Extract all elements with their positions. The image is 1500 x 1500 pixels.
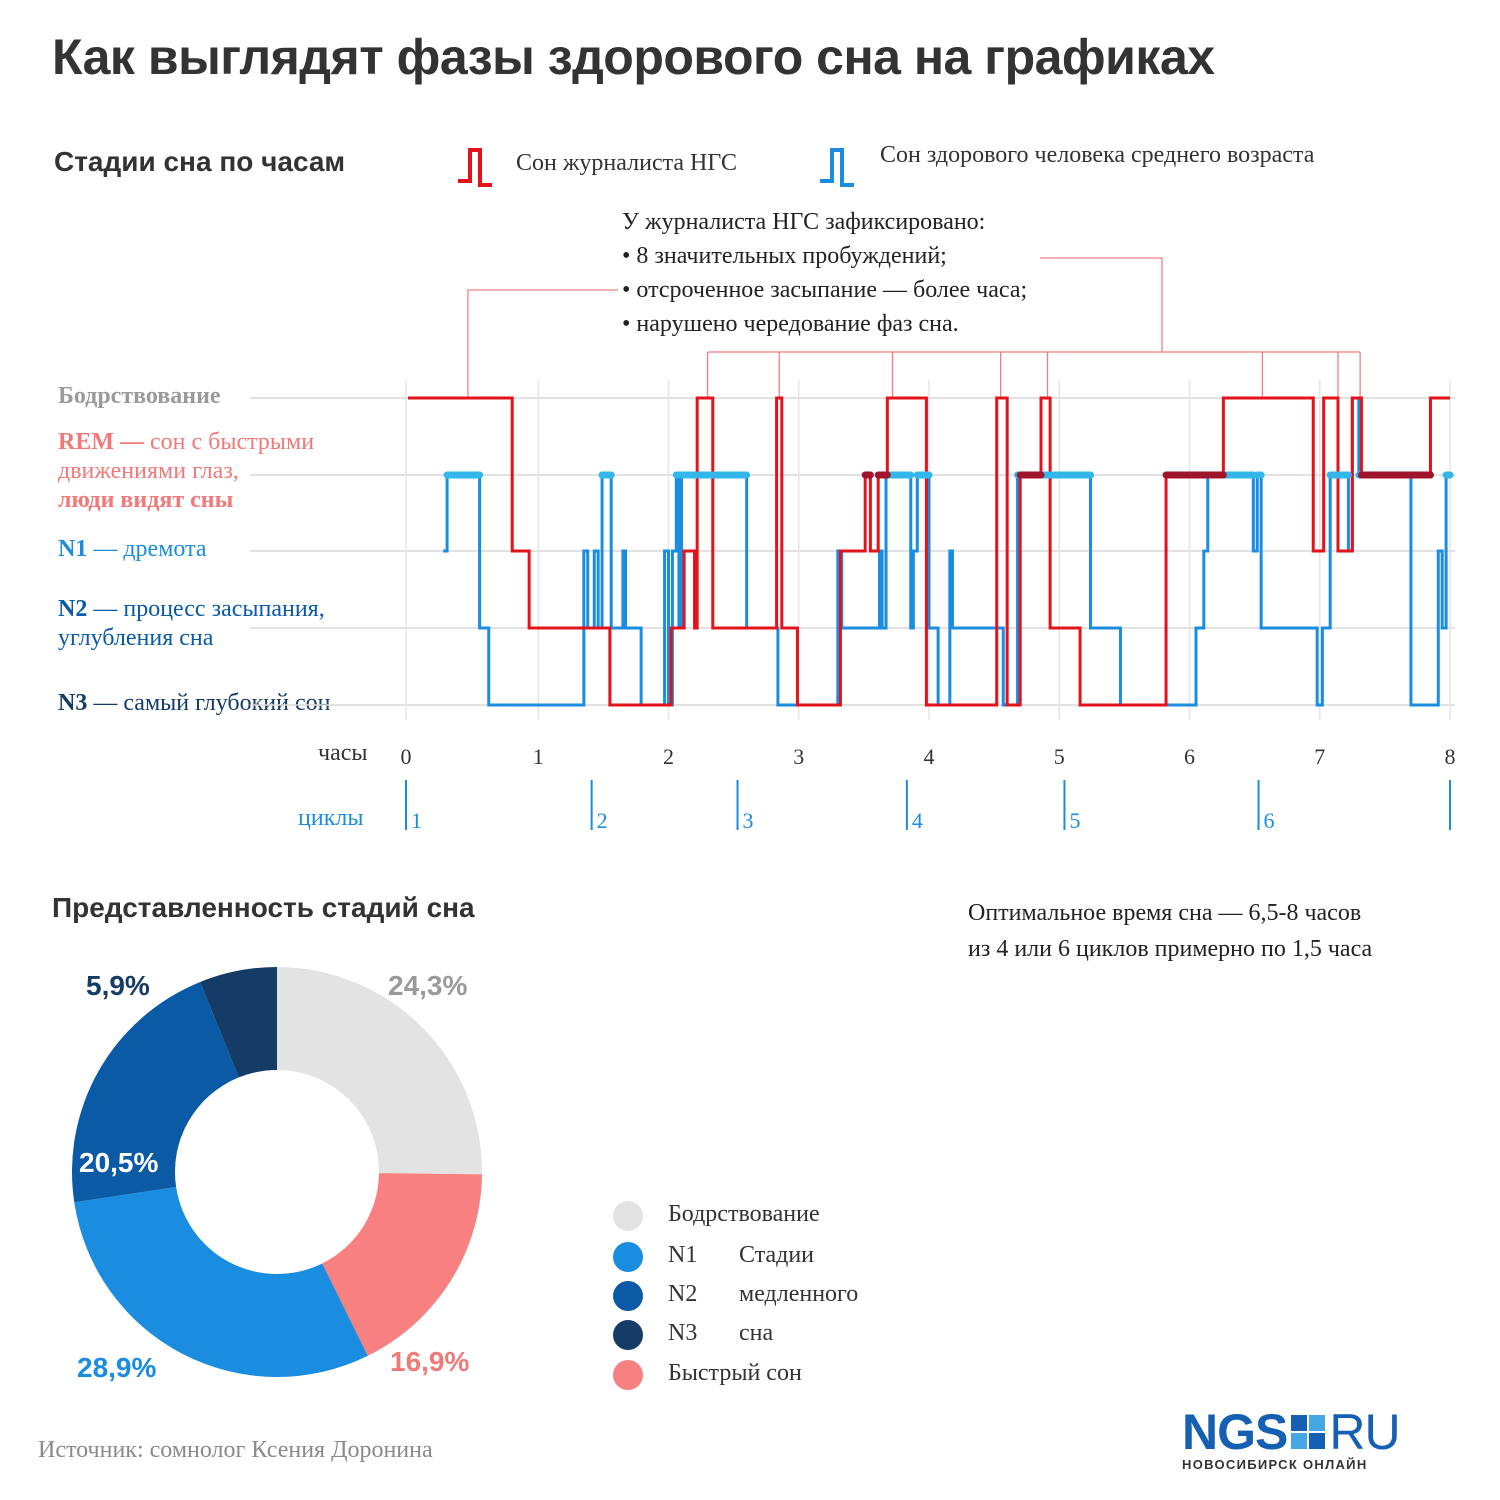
logo-square-icon	[1291, 1415, 1326, 1449]
cycle-label: 6	[1264, 808, 1275, 833]
logo-text-left: NGS	[1182, 1404, 1288, 1460]
journalist-legend-icon	[458, 148, 492, 187]
legend-swatch-n1	[613, 1242, 643, 1272]
note-line: • 8 значительных пробуждений;	[622, 243, 947, 269]
legend-item-rem: Быстрый сон	[668, 1360, 802, 1386]
note-line: • нарушено чередование фаз сна.	[622, 311, 959, 337]
logo-text-right: RU	[1329, 1404, 1400, 1460]
legend-slow-label-3: сна	[739, 1320, 774, 1346]
legend-slow-label-1: Стадии	[739, 1242, 815, 1268]
optimal-line: Оптимальное время сна — 6,5-8 часов	[968, 900, 1362, 926]
legend-item-wake: Бодрствование	[668, 1201, 820, 1227]
donut-heading: Представленность стадий сна	[52, 892, 475, 923]
legend-item-n1: N1	[668, 1242, 698, 1268]
donut-slice	[200, 967, 277, 1078]
stage-label-rem: REM — сон с быстрыми движениями глаз, лю…	[58, 429, 315, 513]
hypnogram-chart: 0 1 2 3 4 5 6 7 8 1 2 3 4 5 6	[250, 257, 1456, 833]
stage-label-n3: N3 — самый глубокий сон	[58, 690, 331, 716]
legend-swatch-wake	[613, 1201, 643, 1231]
pct-label-rem: 16,9%	[390, 1346, 470, 1377]
legend-healthy: Сон здорового человека среднего возраста	[880, 142, 1315, 168]
pct-label-n3: 5,9%	[86, 970, 150, 1001]
hour-tick-label: 2	[663, 744, 674, 769]
legend-journalist: Сон журналиста НГС	[516, 150, 737, 176]
page-title: Как выглядят фазы здорового сна на графи…	[52, 29, 1215, 85]
legend-item-n3: N3	[668, 1320, 698, 1346]
note-line: У журналиста НГС зафиксировано:	[622, 209, 986, 235]
hour-tick-label: 5	[1054, 744, 1065, 769]
source-text: Источник: сомнолог Ксения Доронина	[38, 1437, 433, 1463]
stage-label-n2: N2 — процесс засыпания, углубления сна	[58, 596, 325, 651]
legend-swatch-n3	[613, 1320, 643, 1350]
stage-label-n1: N1 — дремота	[58, 536, 207, 562]
ngs-logo: NGS RU НОВОСИБИРСК ОНЛАЙН	[1182, 1404, 1401, 1472]
pct-label-n1: 28,9%	[77, 1352, 157, 1383]
donut-slice	[322, 1173, 482, 1356]
cycle-label: 2	[597, 808, 608, 833]
note-line: • отсроченное засыпание — более часа;	[622, 277, 1028, 303]
callout-line	[467, 289, 618, 398]
legend-item-n2: N2	[668, 1281, 698, 1307]
cycle-label: 4	[912, 808, 923, 833]
legend-slow-label-2: медленного	[739, 1281, 859, 1307]
hour-tick-label: 1	[533, 744, 544, 769]
callout-line	[1040, 257, 1163, 352]
hypnogram-heading: Стадии сна по часам	[54, 146, 346, 177]
legend-swatch-rem	[613, 1360, 643, 1390]
donut-slice	[72, 981, 239, 1203]
hour-tick-label: 7	[1314, 744, 1325, 769]
donut-chart	[72, 967, 482, 1377]
hour-tick-label: 8	[1445, 744, 1456, 769]
donut-slice	[74, 1187, 368, 1377]
optimal-line: из 4 или 6 циклов примерно по 1,5 часа	[968, 936, 1373, 962]
pct-label-n2: 20,5%	[79, 1147, 159, 1178]
logo-subtitle: НОВОСИБИРСК ОНЛАЙН	[1182, 1457, 1368, 1472]
hour-tick-label: 3	[793, 744, 804, 769]
hour-tick-label: 4	[924, 744, 935, 769]
donut-slice	[277, 967, 482, 1175]
annotation-note: У журналиста НГС зафиксировано: • 8 знач…	[622, 205, 1027, 341]
journalist-sleep-line	[408, 396, 1450, 707]
hour-tick-label: 0	[401, 744, 412, 769]
pct-label-wake: 24,3%	[388, 970, 468, 1001]
stage-label-wake: Бодрствование	[58, 383, 221, 409]
legend-swatch-n2	[613, 1281, 643, 1311]
cycles-label: циклы	[298, 805, 364, 831]
hour-tick-label: 6	[1184, 744, 1195, 769]
optimal-note: Оптимальное время сна — 6,5-8 часов из 4…	[968, 895, 1372, 967]
cycle-label: 5	[1069, 808, 1080, 833]
healthy-legend-icon	[820, 148, 854, 187]
cycle-label: 3	[743, 808, 754, 833]
x-axis-label: часы	[318, 740, 368, 766]
healthy-sleep-line	[443, 396, 1450, 707]
cycle-label: 1	[411, 808, 422, 833]
